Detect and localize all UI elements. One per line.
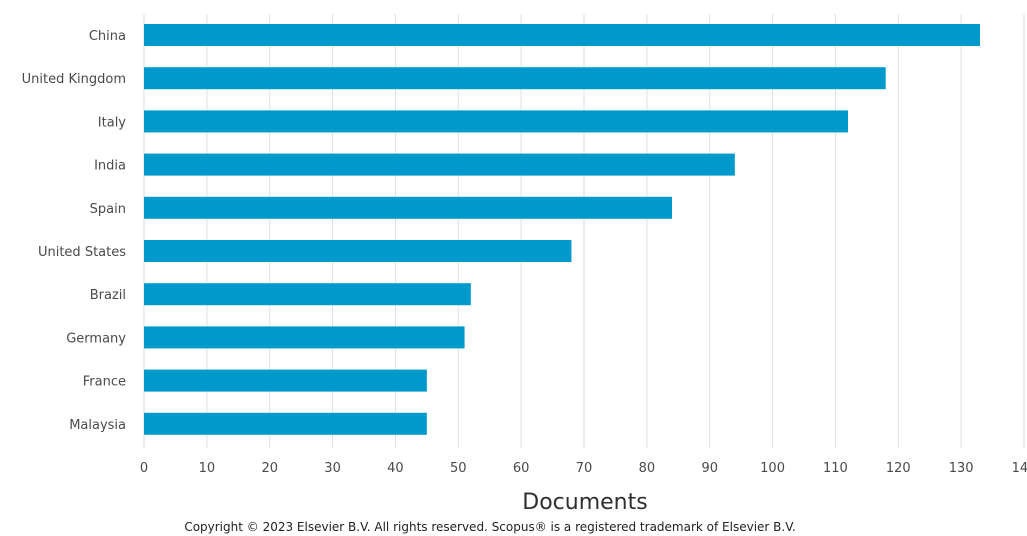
x-tick-label: 50 — [450, 461, 467, 476]
bar[interactable] — [144, 67, 886, 90]
category-label: India — [94, 159, 126, 174]
bar[interactable] — [144, 369, 427, 392]
x-tick-labels: 0 10 20 30 40 50 60 70 80 90 100 110 120 130 140 — [140, 461, 1027, 476]
x-tick-label: 100 — [760, 461, 785, 476]
x-tick-label: 30 — [324, 461, 341, 476]
category-label: France — [83, 375, 126, 390]
category-label: United Kingdom — [22, 72, 126, 87]
bar[interactable] — [144, 326, 465, 349]
x-tick-label: 70 — [576, 461, 593, 476]
x-tick-label: 120 — [886, 461, 911, 476]
bar[interactable] — [144, 153, 735, 176]
x-tick-label: 10 — [199, 461, 216, 476]
x-tick-label: 90 — [701, 461, 718, 476]
bar[interactable] — [144, 283, 471, 306]
category-label: Brazil — [90, 288, 126, 303]
bar[interactable] — [144, 110, 848, 133]
category-label: China — [89, 29, 126, 44]
bar[interactable] — [144, 24, 980, 46]
x-tick-label: 40 — [387, 461, 404, 476]
x-tick-label: 60 — [513, 461, 530, 476]
bar[interactable] — [144, 240, 572, 262]
x-tick-label: 140 — [1012, 461, 1027, 476]
x-tick-label: 110 — [823, 461, 848, 476]
x-tick-label: 80 — [639, 461, 656, 476]
x-axis-title: Documents — [522, 490, 647, 515]
bar[interactable] — [144, 196, 672, 219]
x-tick-label: 130 — [949, 461, 974, 476]
category-label: Germany — [66, 331, 126, 346]
category-labels: China United Kingdom Italy India Spain United… — [22, 29, 127, 433]
category-label: Italy — [98, 115, 127, 130]
x-tick-label: 20 — [261, 461, 278, 476]
x-tick-label: 0 — [140, 461, 148, 476]
category-label: Spain — [90, 202, 126, 217]
category-label: Malaysia — [69, 418, 126, 433]
category-label: United States — [38, 245, 126, 260]
bar[interactable] — [144, 412, 427, 435]
copyright-notice: Copyright © 2023 Elsevier B.V. All right… — [184, 520, 795, 534]
bars — [144, 24, 980, 435]
